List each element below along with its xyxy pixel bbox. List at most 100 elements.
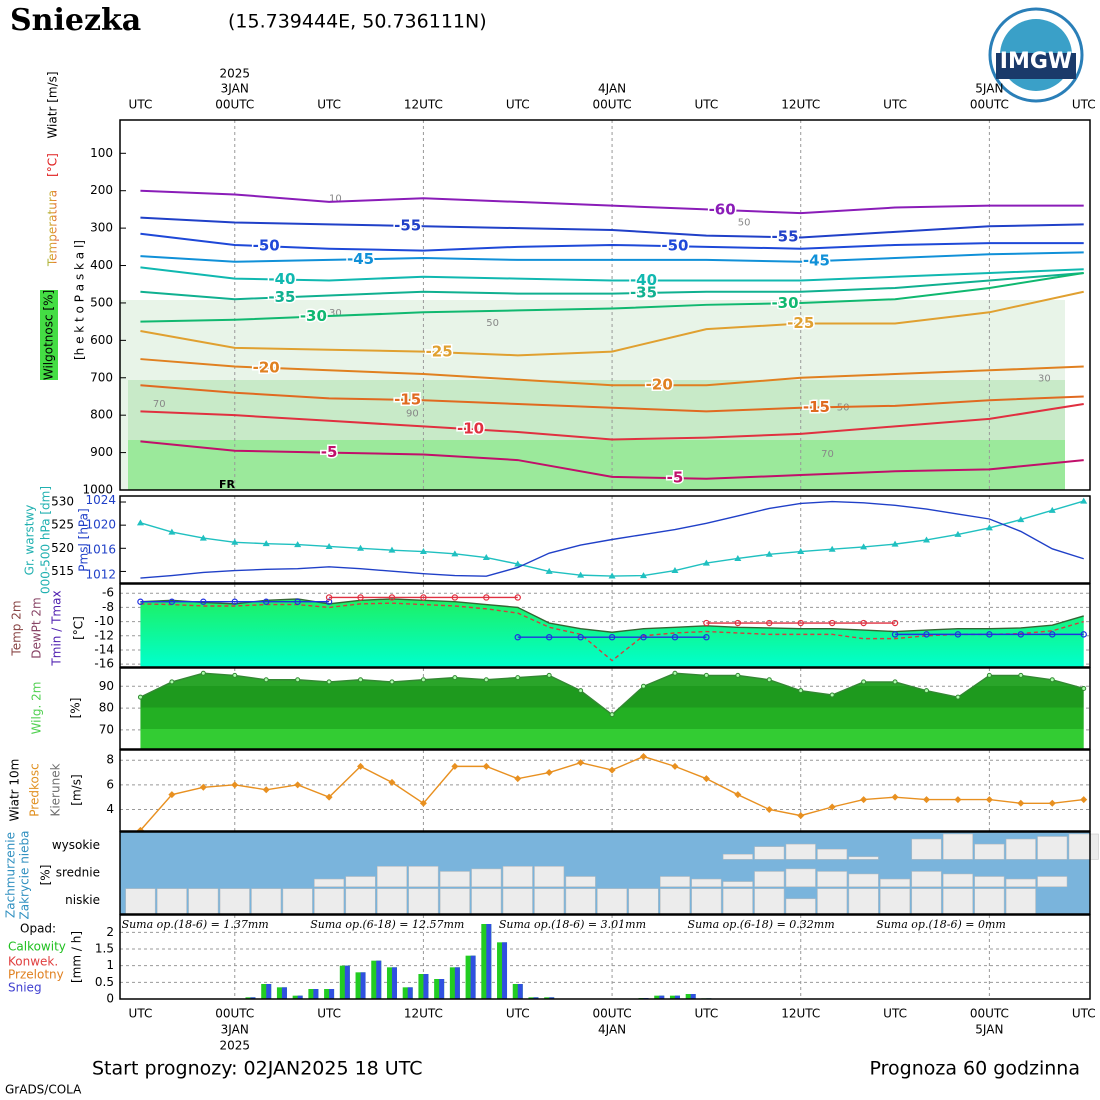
y-tick-label: 4 [106, 802, 114, 816]
marker [1017, 516, 1025, 523]
isotherm-label: -10 [457, 420, 484, 438]
line [140, 601, 1084, 638]
marker [200, 598, 207, 605]
cloud-bar [502, 866, 533, 887]
logo-text: IMGW [1000, 49, 1072, 74]
precip-bar [376, 960, 382, 999]
y-tick-label: 500 [90, 295, 113, 309]
cloud-bar [1005, 888, 1036, 915]
cloud-bar [1068, 833, 1099, 860]
y-tick-label: -8 [102, 600, 114, 614]
axis-label: Zachmurzenie [4, 832, 18, 918]
cloud-bar [377, 866, 407, 887]
cloud-bar [502, 888, 533, 915]
y2-tick-label: 1016 [85, 543, 116, 557]
line [329, 596, 896, 624]
legend-entry: Przelotny [8, 968, 64, 982]
marker [482, 554, 490, 561]
y-tick-label: 0.5 [95, 975, 114, 989]
cloud-bar [282, 888, 313, 915]
precip-bar [313, 989, 319, 999]
cloud-bar [1037, 836, 1068, 860]
y-tick-label: -16 [94, 657, 114, 671]
marker [923, 631, 930, 638]
marker [1080, 631, 1087, 638]
axis-label: Predkosc [28, 763, 42, 816]
marker [545, 634, 553, 641]
precip-bar [690, 994, 696, 999]
precip-bar [407, 987, 413, 999]
cloud-bar [345, 876, 376, 887]
panel-frame [119, 749, 1091, 832]
axis-label: Kierunek [49, 763, 63, 816]
isotherm-label: -50 [661, 237, 688, 255]
cloud-bar [817, 888, 848, 915]
annotation: FR [219, 478, 236, 491]
isotherm [140, 358, 1084, 387]
rh-label: 30 [1038, 374, 1051, 385]
isotherm-label: -55 [394, 216, 421, 234]
marker [608, 572, 616, 579]
marker [545, 567, 553, 574]
isotherm [140, 251, 1084, 263]
forecast-text: Prognoza 60 godzinna [870, 1058, 1080, 1080]
isotherm [140, 189, 1084, 215]
marker [860, 796, 868, 804]
cloud-bar [534, 866, 565, 887]
precip-bar [297, 995, 303, 999]
isotherm-label: -15 [803, 398, 830, 416]
y-tick-label: 800 [90, 408, 113, 422]
axis-label: [mm / h] [70, 931, 84, 983]
x-tick-label: 00UTC [593, 98, 632, 112]
x-tick-label: UTC [883, 98, 907, 112]
marker [388, 778, 396, 786]
marker [577, 634, 584, 641]
cloud-bar [659, 876, 690, 887]
marker [1017, 631, 1025, 638]
rh-label: 10 [329, 194, 342, 205]
panel-frame [119, 583, 1091, 668]
marker [1080, 796, 1088, 804]
coords: (15.739444E, 50.736111N) [228, 11, 487, 33]
marker [451, 762, 459, 770]
cloud-bar [722, 854, 753, 860]
cloud-bar [1005, 878, 1036, 887]
cloud-bar [1037, 876, 1068, 887]
isotherm [140, 232, 1084, 252]
cloud-bar [722, 881, 753, 887]
marker [451, 594, 459, 601]
marker [1048, 799, 1056, 807]
axis-label: Wiatr [m/s] [46, 71, 60, 138]
y-tick-label: 100 [90, 146, 113, 160]
isotherm-label: -55 [771, 228, 798, 246]
marker [798, 688, 804, 694]
cloud-bar [628, 888, 659, 915]
y-tick-label: -6 [102, 586, 114, 600]
marker [671, 762, 679, 770]
isotherm [140, 402, 1084, 441]
y-tick-label: 900 [90, 445, 113, 459]
marker [954, 631, 962, 638]
cloud-bar [974, 843, 1005, 860]
marker [860, 543, 868, 550]
y-tick-label: 530 [51, 495, 74, 509]
isotherm-label: -25 [426, 343, 453, 361]
marker [702, 559, 710, 566]
row-label: niskie [65, 893, 100, 907]
marker [797, 812, 805, 820]
precip-bar [549, 997, 555, 999]
marker [357, 762, 365, 770]
axis-label: [m/s] [70, 774, 84, 805]
sum-label: Suma op.(6-18) = 12.57mm [310, 918, 464, 931]
row-label: srednie [56, 866, 100, 880]
isotherm [140, 272, 1084, 323]
x-tick-label: 12UTC [404, 98, 443, 112]
cloud-bar [942, 833, 973, 860]
marker [954, 530, 962, 537]
isotherm-label: -25 [787, 314, 814, 332]
marker [262, 786, 270, 794]
precip-bar [439, 979, 445, 999]
marker [922, 536, 930, 543]
x-tick-label: UTC [695, 1007, 719, 1021]
row-label: wysokie [52, 838, 100, 852]
